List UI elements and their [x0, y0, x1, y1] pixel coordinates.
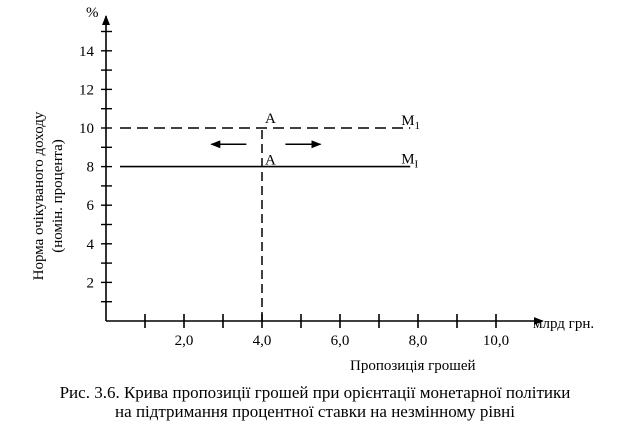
x-tick-label: 6,0 [331, 333, 350, 349]
y-tick-label: 14 [79, 44, 95, 60]
series-label-subscript: 1 [415, 120, 421, 132]
figure-caption-line-1: Рис. 3.6. Крива пропозиції грошей при ор… [59, 383, 571, 402]
figure-caption-line-2: на підтримання процентної ставки на незм… [115, 402, 515, 421]
y-tick-label: 10 [79, 121, 94, 137]
x-tick-label: 4,0 [253, 333, 272, 349]
y-axis-subtitle: (номін. процента) [50, 139, 66, 253]
y-tick-label: 12 [79, 82, 94, 98]
y-axis-title: Норма очікуваного доходу [31, 111, 47, 280]
x-tick-label: 10,0 [483, 333, 509, 349]
y-tick-label: 8 [87, 160, 95, 176]
series-label-subscript: I [415, 159, 419, 171]
x-tick-label: 8,0 [409, 333, 428, 349]
y-tick-label: 6 [87, 198, 95, 214]
series-label: M1 [401, 113, 420, 132]
y-tick-label: 2 [87, 275, 95, 291]
x-axis-title: Пропозиція грошей [350, 358, 476, 374]
y-tick-label: 4 [87, 237, 95, 253]
axis-labels: % млрд грн. Пропозиція грошей Норма очік… [31, 5, 594, 374]
annotations: AA [210, 111, 322, 169]
y-unit-label: % [86, 5, 99, 21]
series-label: MI [401, 152, 418, 171]
x-tick-label: 2,0 [175, 333, 194, 349]
x-unit-label: млрд грн. [533, 316, 594, 332]
point-label: A [265, 153, 276, 169]
series-lines: MI M1 [120, 113, 420, 171]
point-label: A [265, 111, 276, 127]
axes: 2,0 4,0 6,0 8,0 10,0 2 4 6 8 10 12 14 [79, 15, 544, 349]
